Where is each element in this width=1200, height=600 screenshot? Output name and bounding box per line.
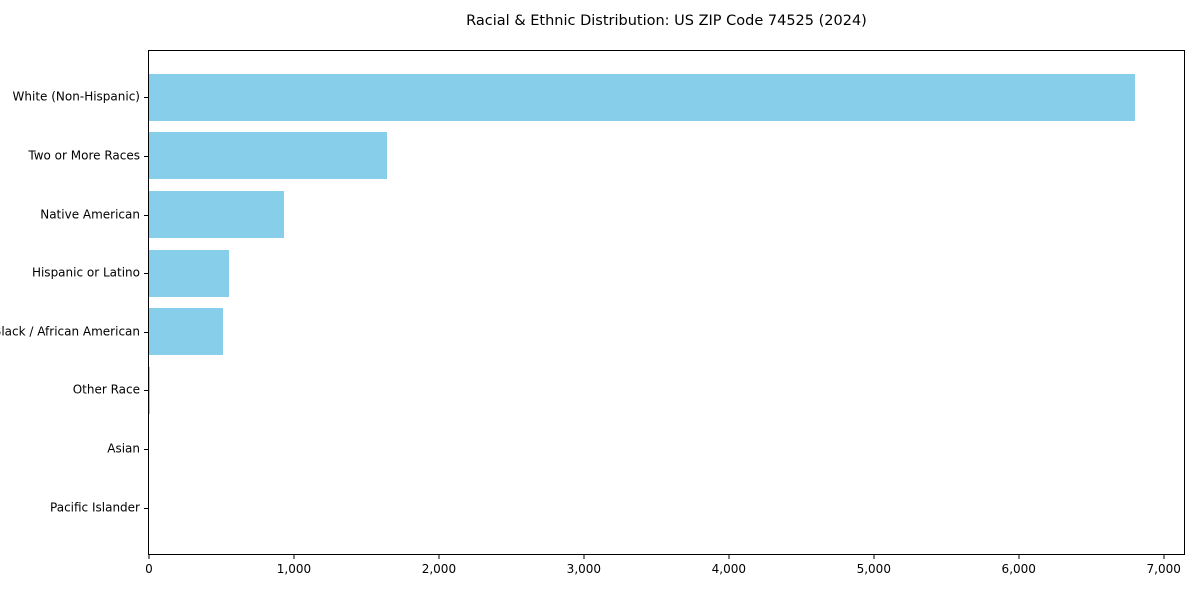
- y-tick-label: Black / African American: [0, 324, 140, 339]
- y-tick-mark: [144, 331, 148, 333]
- y-tick-label: Two or More Races: [28, 148, 140, 163]
- x-tick-mark: [873, 555, 875, 559]
- x-tick-mark: [148, 555, 150, 559]
- x-tick-label: 2,000: [421, 562, 457, 576]
- x-tick-mark: [728, 555, 730, 559]
- plot-area: White (Non-Hispanic) Two or More Races Nat…: [0, 50, 1185, 576]
- x-tick-mark: [293, 555, 295, 559]
- x-tick-mark: [1163, 555, 1165, 559]
- y-tick-mark: [144, 273, 148, 275]
- y-tick-mark: [144, 507, 148, 509]
- y-tick-label: Other Race: [72, 382, 140, 397]
- x-tick-label: 3,000: [566, 562, 602, 576]
- bar-other-race: [149, 366, 151, 414]
- x-tick-label: 7,000: [1146, 562, 1181, 576]
- bar-hispanic-or-latino: [149, 249, 229, 297]
- x-tick-mark: [583, 555, 585, 559]
- bar-white-non-hispanic: [149, 73, 1135, 121]
- y-tick-label: White (Non-Hispanic): [12, 89, 140, 104]
- y-tick-label: Asian: [107, 441, 140, 456]
- x-tick-label: 4,000: [711, 562, 747, 576]
- bar-black-african-american: [149, 308, 223, 356]
- y-tick-mark: [144, 155, 148, 157]
- chart-title: Racial & Ethnic Distribution: US ZIP Cod…: [466, 13, 867, 29]
- x-tick-label: 1,000: [276, 562, 312, 576]
- y-tick-label: Pacific Islander: [50, 500, 140, 515]
- y-tick-mark: [144, 390, 148, 392]
- bar-two-or-more-races: [149, 132, 387, 180]
- y-tick-label: Native American: [40, 207, 140, 222]
- x-tick-mark: [438, 555, 440, 559]
- x-tick-label: 5,000: [856, 562, 891, 576]
- y-tick-mark: [144, 97, 148, 99]
- y-tick-mark: [144, 214, 148, 216]
- y-tick-label: Hispanic or Latino: [31, 265, 140, 280]
- x-tick-mark: [1018, 555, 1020, 559]
- y-tick-mark: [144, 449, 148, 451]
- bar-native-american: [149, 191, 284, 238]
- x-tick-label: 0: [145, 562, 153, 576]
- x-tick-label: 6,000: [1001, 562, 1036, 576]
